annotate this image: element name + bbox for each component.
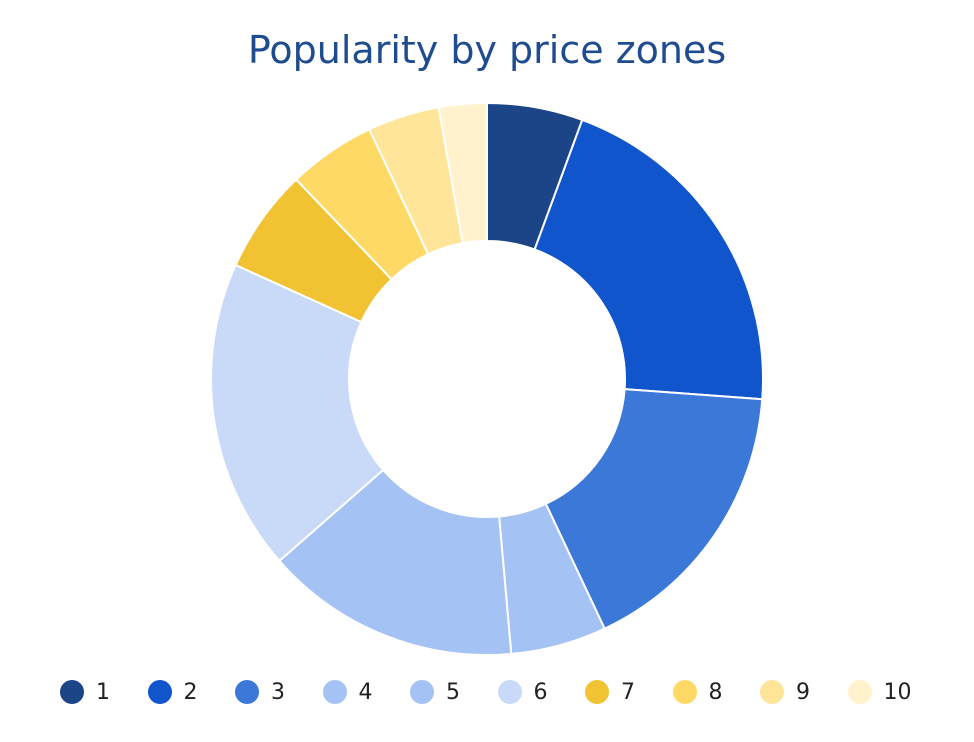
slice-5: [277, 468, 513, 656]
slice-2: [533, 118, 764, 401]
legend-marker-2: [147, 680, 172, 704]
legend-marker-1: [60, 680, 84, 704]
legend-label-2: 2: [183, 679, 198, 705]
legend-label-10: 10: [883, 679, 912, 705]
legend-label-7: 7: [621, 679, 635, 705]
chart-title: Popularity by price zones: [247, 28, 727, 72]
slice-3: [544, 388, 764, 630]
legend-item-7[interactable]: 7: [585, 672, 635, 712]
legend-item-1[interactable]: 1: [60, 672, 110, 712]
legend-marker-10: [847, 680, 872, 704]
legend-item-5[interactable]: 5: [410, 672, 460, 712]
slice-6: [210, 263, 385, 563]
legend-marker-6: [497, 680, 522, 704]
legend-marker-9: [760, 680, 784, 704]
legend-marker-5: [410, 680, 434, 704]
legend-item-8[interactable]: 8: [672, 672, 723, 712]
legend-label-5: 5: [446, 679, 460, 705]
legend-item-9[interactable]: 9: [760, 672, 810, 712]
legend-label-1: 1: [96, 679, 110, 705]
legend-label-3: 3: [271, 679, 285, 705]
legend-label-6: 6: [533, 679, 548, 705]
legend-marker-4: [322, 680, 347, 704]
legend-item-2[interactable]: 2: [147, 672, 198, 712]
legend-marker-8: [672, 680, 697, 704]
legend-item-4[interactable]: 4: [322, 672, 373, 712]
legend-label-8: 8: [708, 679, 723, 705]
legend-label-4: 4: [358, 679, 373, 705]
legend: 1 2 3 4 5 6 7 8 9 10: [0, 672, 974, 712]
legend-item-6[interactable]: 6: [497, 672, 548, 712]
slice-10: [437, 101, 488, 245]
legend-item-3[interactable]: 3: [235, 672, 285, 712]
legend-label-9: 9: [796, 679, 810, 705]
legend-marker-3: [235, 680, 259, 704]
legend-marker-7: [585, 680, 609, 704]
legend-item-10[interactable]: 10: [847, 672, 912, 712]
